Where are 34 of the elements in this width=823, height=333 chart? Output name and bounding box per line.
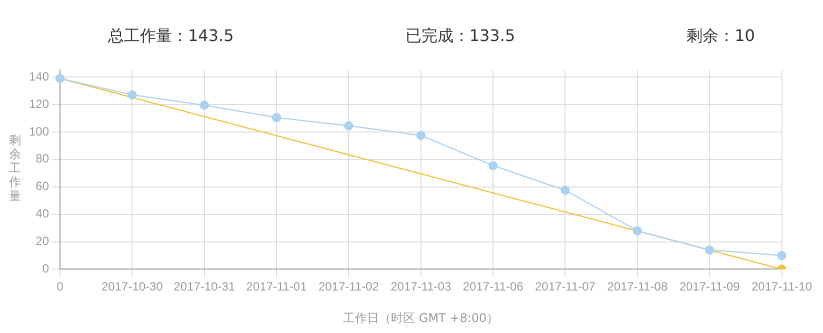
point bbox=[488, 160, 498, 170]
y-tick-label: 120 bbox=[28, 96, 50, 111]
x-tick-label: 2017-11-10 bbox=[752, 280, 812, 294]
x-tick-label: 0 bbox=[56, 280, 64, 294]
y-tick-label: 0 bbox=[42, 262, 50, 276]
point bbox=[344, 121, 354, 130]
x-tick-label: 2017-10-30 bbox=[102, 280, 164, 294]
x-tick-label: 2017-11-08 bbox=[607, 280, 668, 294]
x-tick-label: 2017-11-03 bbox=[390, 280, 452, 294]
point bbox=[777, 250, 786, 260]
text: 总工作量：143.5 bbox=[108, 26, 234, 47]
x-tick-label: 2017-11-06 bbox=[462, 280, 524, 294]
text: 剩余：10 bbox=[686, 26, 755, 47]
point bbox=[560, 186, 570, 195]
x-tick-label: 2017-11-09 bbox=[679, 280, 740, 294]
y-tick-label: 20 bbox=[36, 234, 50, 248]
y-tick-label: 140 bbox=[28, 69, 50, 84]
x-tick-label: 2017-10-31 bbox=[174, 280, 236, 294]
point bbox=[704, 245, 714, 255]
x-tick-label: 2017-11-01 bbox=[246, 280, 308, 294]
y-axis-title: 剩余工作量 bbox=[8, 133, 22, 203]
y-tick-label: 60 bbox=[36, 179, 50, 194]
y-tick-label: 40 bbox=[36, 206, 50, 221]
point bbox=[632, 226, 642, 236]
point bbox=[128, 90, 137, 100]
point bbox=[200, 100, 209, 110]
y-tick-label: 100 bbox=[28, 124, 50, 138]
point bbox=[272, 112, 282, 122]
y-tick-label: 80 bbox=[36, 152, 50, 166]
x-axis-title: 工作日（时区 GMT +8:00） bbox=[343, 310, 499, 325]
x-tick-label: 2017-11-07 bbox=[534, 280, 596, 294]
text: 已完成：133.5 bbox=[405, 26, 516, 47]
point bbox=[416, 130, 426, 140]
x-tick-label: 2017-11-02 bbox=[318, 280, 380, 294]
